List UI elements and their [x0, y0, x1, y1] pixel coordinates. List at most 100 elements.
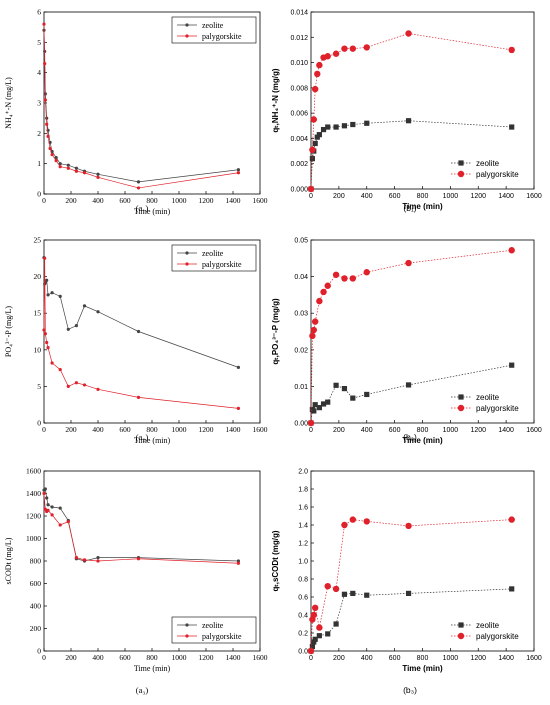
data-point [316, 297, 323, 305]
data-point [405, 30, 412, 37]
legend-marker [185, 262, 189, 266]
series-palygorskite [307, 247, 515, 427]
legend-label: zeolite [202, 621, 224, 630]
data-point [332, 585, 340, 593]
data-point [363, 269, 370, 276]
data-point [364, 120, 370, 126]
legend-marker [457, 170, 465, 178]
data-point [332, 271, 340, 278]
data-point [405, 590, 412, 596]
legend-label: palygorskite [476, 404, 519, 413]
data-point [309, 332, 316, 340]
data-point [314, 70, 321, 78]
data-point [42, 22, 46, 26]
data-point [364, 391, 370, 398]
y-tick-label: 5 [37, 38, 41, 47]
data-point [96, 556, 100, 560]
data-point [82, 171, 87, 175]
y-tick-label: 15 [34, 309, 42, 318]
data-point [324, 282, 331, 289]
x-tick-label: 200 [333, 427, 345, 434]
y-tick-label: 0 [37, 190, 41, 199]
y-tick-label: 600 [30, 579, 42, 588]
data-point [46, 346, 50, 350]
data-point [310, 116, 317, 123]
data-point [311, 408, 317, 414]
x-tick-label: 1200 [199, 196, 214, 205]
data-point [316, 624, 323, 631]
data-point [136, 395, 141, 399]
panel-label: (b₃) [403, 685, 417, 695]
legend-label: palygorskite [476, 170, 519, 179]
data-point [66, 327, 70, 331]
legend-marker [185, 23, 189, 27]
data-point [96, 387, 100, 391]
x-tick-label: 1600 [253, 425, 268, 434]
y-tick-label: 0.012 [290, 35, 308, 42]
data-point [82, 304, 87, 308]
panel-label: (a₂) [136, 432, 149, 442]
data-point [43, 487, 47, 491]
data-point [82, 558, 87, 562]
data-point [50, 505, 54, 509]
data-point [66, 163, 70, 167]
y-tick-label: 25 [34, 236, 42, 245]
legend-marker [185, 634, 189, 638]
x-tick-label: 400 [361, 193, 373, 200]
data-point [341, 275, 348, 282]
legend-marker [457, 404, 465, 412]
y-tick-label: 1600 [26, 467, 41, 476]
x-tick-label: 1400 [226, 653, 241, 662]
legend-box [171, 244, 257, 272]
y-tick-label: 2.0 [298, 469, 308, 476]
data-point [74, 169, 78, 173]
data-point [312, 402, 318, 408]
series-line [43, 30, 239, 183]
y-tick-label: 1 [37, 159, 41, 168]
x-tick-label: 400 [92, 196, 104, 205]
series-line [310, 519, 512, 652]
data-point [316, 405, 322, 411]
legend-marker [185, 251, 189, 255]
y-tick-label: 0.4 [298, 613, 308, 620]
data-point [136, 186, 141, 190]
y-axis-label: NH₄⁺-N (mg/L) [4, 77, 13, 129]
x-tick-label: 0 [309, 193, 313, 200]
y-tick-label: 0.010 [290, 60, 308, 67]
y-tick-label: 0.04 [294, 274, 308, 281]
legend: zeolite palygorskite [446, 617, 530, 643]
data-point [236, 561, 240, 565]
x-tick-label: 0 [309, 655, 313, 662]
data-point [320, 126, 327, 133]
data-point [311, 604, 319, 611]
data-point [54, 156, 58, 160]
data-point [43, 98, 47, 102]
legend: zeolite palygorskite [171, 16, 257, 44]
data-point [45, 496, 49, 500]
legend-label: palygorskite [476, 632, 519, 641]
data-point [43, 256, 47, 260]
data-point [136, 557, 141, 561]
data-point [136, 180, 141, 184]
data-point [236, 168, 240, 172]
series-line [43, 493, 239, 564]
x-tick-label: 600 [119, 425, 131, 434]
series-line [43, 488, 239, 562]
legend-label: palygorskite [202, 32, 242, 41]
data-point [509, 124, 515, 130]
data-point [46, 503, 50, 507]
y-tick-label: 10 [34, 345, 42, 354]
y-axis-label: qₜ,NH₄⁺-N (mg/g) [271, 68, 280, 132]
data-point [43, 61, 47, 66]
x-tick-label: 0 [309, 427, 313, 434]
data-point [46, 293, 50, 297]
x-axis-label: Time (min) [134, 664, 171, 673]
x-tick-label: 600 [119, 653, 131, 662]
x-tick-label: 400 [92, 425, 104, 434]
data-point [320, 288, 327, 296]
legend-marker [185, 34, 189, 38]
y-tick-label: 200 [30, 624, 42, 633]
data-point [50, 361, 54, 365]
x-tick-label: 0 [42, 425, 46, 434]
